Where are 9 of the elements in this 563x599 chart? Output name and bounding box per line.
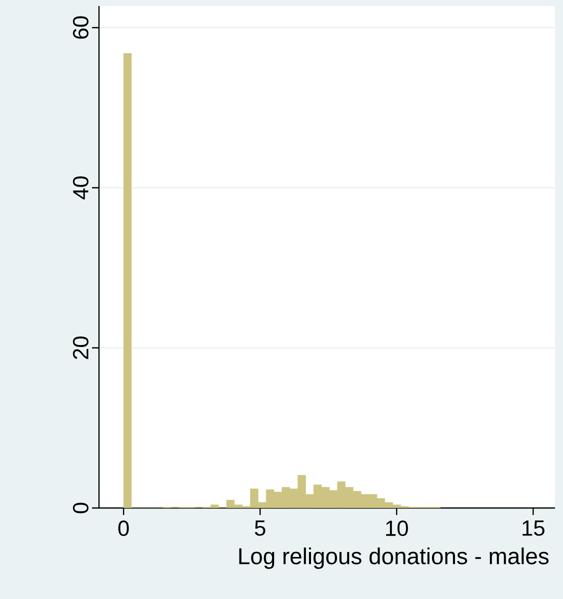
x-tick-label: 0 — [118, 520, 129, 536]
y-tick-label: 40 — [72, 176, 88, 200]
y-tick-label: 0 — [72, 502, 88, 514]
y-tick-label: 60 — [72, 16, 88, 39]
x-tick-label: 15 — [522, 520, 544, 536]
y-tick-label: 20 — [72, 336, 88, 359]
x-tick-label: 5 — [254, 520, 266, 536]
x-axis-title: Log religous donations - males — [239, 548, 549, 569]
x-tick-label: 10 — [386, 520, 408, 536]
